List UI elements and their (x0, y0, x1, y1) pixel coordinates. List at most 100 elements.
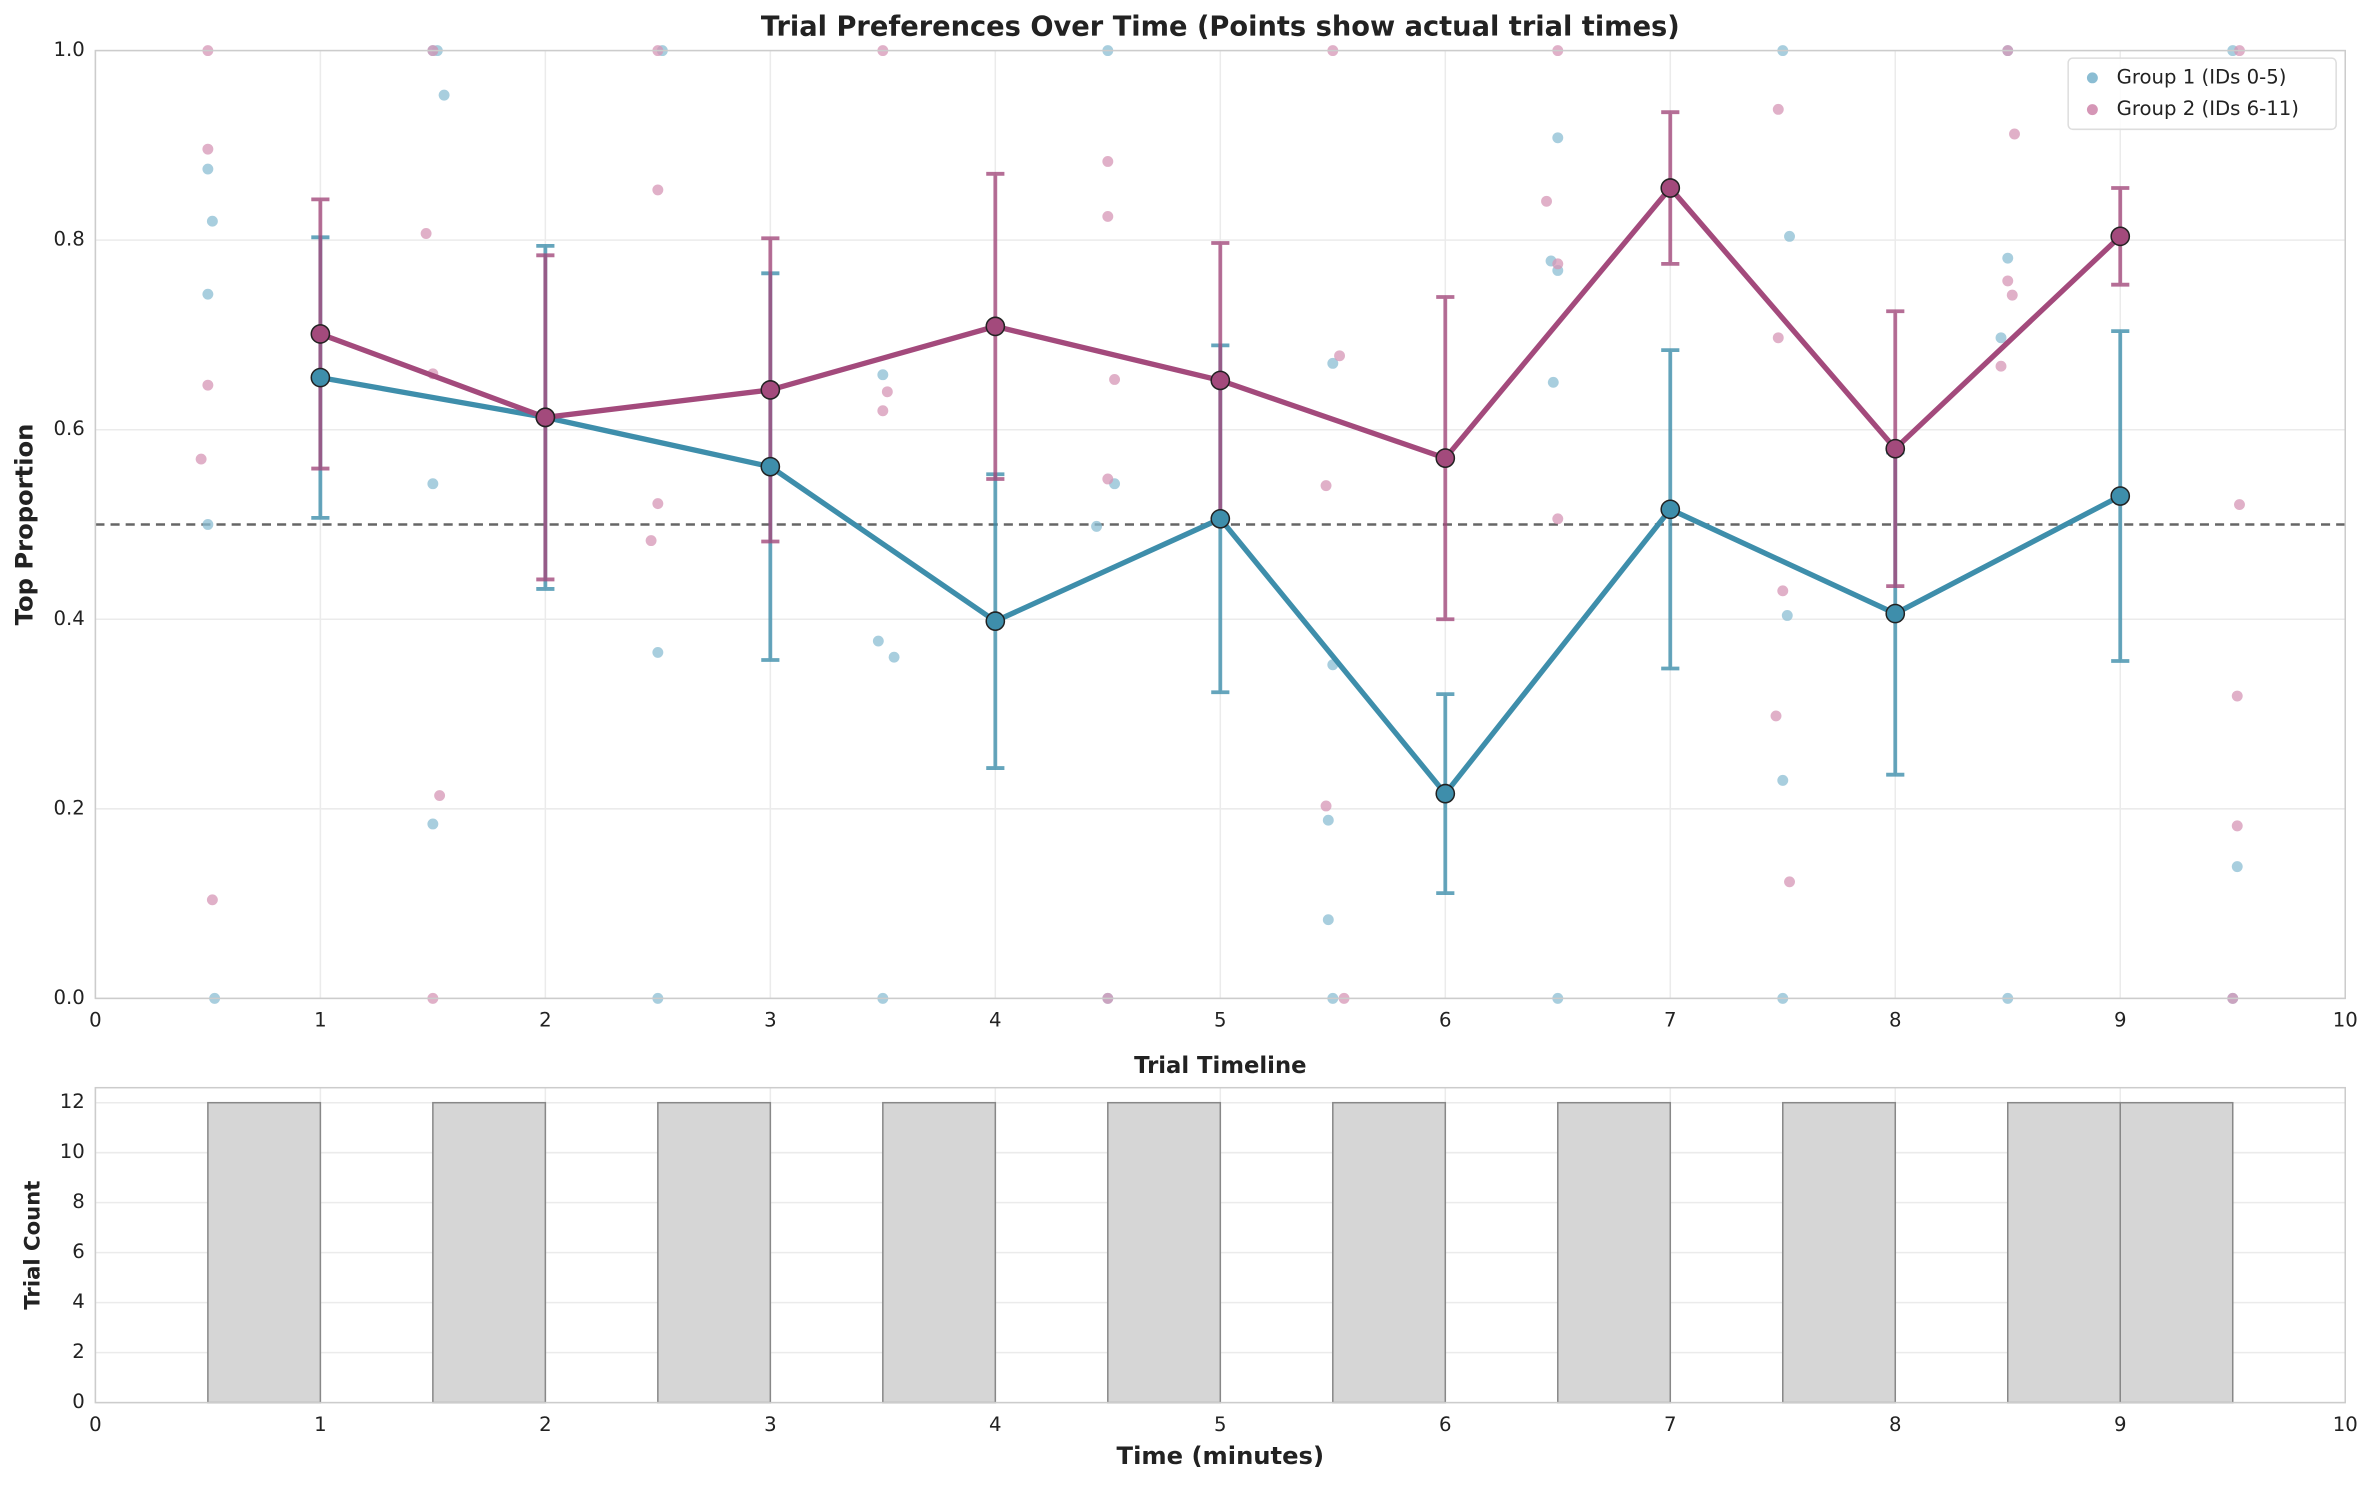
x-tick-label: 3 (764, 1413, 777, 1436)
x-tick-label: 9 (2114, 1413, 2127, 1436)
scatter-point (1784, 230, 1795, 242)
x-tick-label: 8 (1889, 1009, 1902, 1032)
mean-marker (1885, 438, 1906, 459)
histogram-bar (657, 1101, 772, 1404)
x-tick-label: 0 (89, 1009, 102, 1032)
scatter-point (645, 535, 657, 547)
scatter-point (427, 818, 439, 830)
scatter-point (1320, 480, 1332, 492)
y-axis-label: Trial Count (19, 1181, 44, 1310)
mean-marker (985, 611, 1006, 631)
x-tick-label: 10 (2333, 1009, 2358, 1032)
plot-frame (94, 49, 2346, 1000)
scatter-point (434, 790, 446, 801)
scatter-point (427, 478, 439, 490)
mean-marker (985, 316, 1006, 337)
scatter-point (1995, 332, 2007, 344)
x-tick-label: 5 (1214, 1413, 1227, 1436)
mean-marker (2110, 226, 2131, 247)
scatter-point (438, 89, 450, 101)
y-tick-label: 0.2 (53, 796, 84, 819)
y-tick-label: 10 (60, 1140, 85, 1163)
x-tick-label: 4 (989, 1009, 1002, 1032)
scatter-point (1541, 195, 1552, 207)
x-tick-label: 0 (89, 1413, 102, 1436)
scatter-point (202, 288, 214, 300)
scatter-point (1322, 814, 1334, 826)
scatter-point (652, 184, 664, 196)
legend-marker (2086, 72, 2098, 84)
mean-marker (535, 407, 556, 428)
histogram-bar (2006, 1101, 2122, 1404)
y-axis-label: Top Proportion (11, 424, 39, 626)
x-tick-label: 2 (539, 1009, 552, 1032)
histogram-bar (1782, 1101, 1897, 1404)
scatter-point (888, 651, 900, 663)
scatter-point (195, 453, 207, 465)
chart-title: Trial Preferences Over Time (Points show… (761, 11, 1680, 42)
legend-label: Group 1 (IDs 0-5) (2117, 65, 2287, 88)
mean-marker (1435, 448, 1456, 468)
scatter-point (881, 386, 893, 398)
scatter-point (1334, 350, 1346, 362)
scatter-point (2231, 690, 2243, 702)
scatter-point (872, 635, 884, 647)
mean-marker (1660, 178, 1681, 198)
y-tick-label: 0.6 (53, 417, 84, 440)
histogram-bar (1332, 1101, 1447, 1404)
scatter-point (1547, 376, 1559, 388)
y-tick-label: 4 (72, 1290, 85, 1313)
scatter-point (877, 405, 889, 417)
x-tick-label: 9 (2114, 1009, 2127, 1032)
x-tick-label: 5 (1214, 1009, 1227, 1032)
scatter-point (1102, 156, 1114, 167)
histogram-bar (882, 1101, 997, 1404)
scatter-point (652, 646, 664, 658)
x-tick-label: 6 (1439, 1413, 1452, 1436)
histogram-bar (1107, 1101, 1222, 1404)
mean-marker (310, 367, 331, 388)
scatter-point (206, 894, 218, 906)
scatter-point (1781, 610, 1793, 621)
scatter-point (1777, 585, 1789, 597)
x-tick-label: 7 (1664, 1009, 1677, 1032)
legend-marker (2086, 104, 2098, 116)
x-tick-label: 3 (764, 1009, 777, 1032)
y-tick-label: 1.0 (53, 38, 84, 61)
x-tick-label: 10 (2333, 1413, 2358, 1436)
x-tick-label: 7 (1664, 1413, 1677, 1436)
scatter-point (2231, 820, 2243, 832)
plot-frame (94, 1086, 2346, 1404)
scatter-point (202, 379, 214, 391)
mean-marker (1435, 783, 1456, 804)
scatter-point (202, 519, 214, 530)
scatter-point (420, 228, 432, 239)
scatter-point (2002, 252, 2014, 264)
x-tick-label: 8 (1889, 1413, 1902, 1436)
x-axis-label: Time (minutes) (1117, 1442, 1325, 1470)
scatter-point (1995, 360, 2007, 372)
x-tick-label: 2 (539, 1413, 552, 1436)
scatter-point (1322, 914, 1334, 926)
scatter-point (2006, 289, 2018, 301)
scatter-point (2231, 861, 2243, 873)
scatter-point (202, 143, 214, 155)
x-tick-label: 1 (314, 1413, 327, 1436)
mean-marker (1885, 603, 1906, 624)
chart-title: Trial Timeline (1134, 1053, 1306, 1079)
histogram-bar (2119, 1101, 2234, 1404)
scatter-point (1770, 710, 1782, 722)
y-tick-label: 0.8 (53, 228, 84, 251)
scatter-point (1784, 876, 1795, 888)
y-tick-label: 0.0 (53, 986, 84, 1009)
scatter-point (1552, 258, 1564, 270)
mean-marker (2110, 486, 2131, 506)
mean-marker (1210, 508, 1231, 529)
scatter-point (1102, 473, 1114, 485)
scatter-point (1327, 357, 1339, 369)
mean-marker (310, 324, 331, 344)
scatter-point (877, 369, 889, 381)
mean-marker (1210, 370, 1231, 391)
scatter-point (1091, 520, 1103, 532)
